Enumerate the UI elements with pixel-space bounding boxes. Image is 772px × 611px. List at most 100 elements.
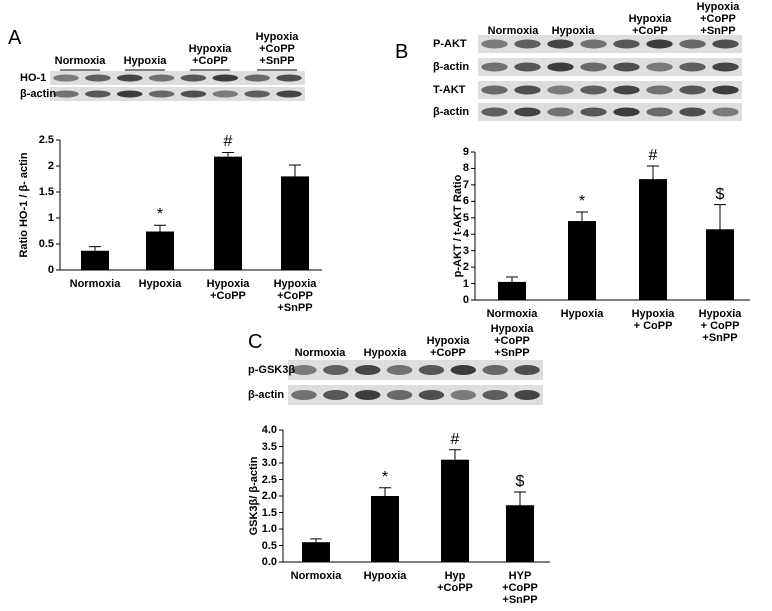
blot-band <box>712 39 739 49</box>
bar <box>568 221 596 300</box>
y-tick-label: 1 <box>47 212 54 224</box>
blot-band <box>547 107 574 117</box>
error-bar <box>647 165 659 180</box>
error-bar <box>714 204 726 230</box>
annotation: * <box>381 468 389 486</box>
bar <box>498 281 526 300</box>
blot-band <box>646 107 673 117</box>
blot-strip <box>478 81 742 99</box>
y-tick-label: 2.5 <box>38 134 54 146</box>
error-bar <box>514 491 526 506</box>
blot-band <box>180 90 207 98</box>
blot-band <box>580 107 607 117</box>
blot-band <box>116 74 143 82</box>
blot-band <box>514 365 540 375</box>
row-label: P-AKT <box>433 38 467 50</box>
blot-band <box>450 390 477 400</box>
x-tick-label: Hypoxia +CoPP +SnPP <box>273 278 317 314</box>
blot-strip <box>478 58 742 76</box>
blot-band <box>116 90 143 98</box>
blot-band <box>679 39 706 49</box>
blot-band <box>276 74 302 82</box>
bar <box>281 176 309 270</box>
blot-band <box>323 390 349 400</box>
row-label: β-actin <box>433 61 470 73</box>
y-tick-label: 7 <box>462 178 469 191</box>
blot-band <box>482 365 508 375</box>
blot-band <box>418 390 445 400</box>
blot-band <box>291 390 317 400</box>
y-tick-label: 2 <box>47 160 54 172</box>
blot-band <box>580 85 607 95</box>
x-tick-label: Hypoxia <box>560 308 604 320</box>
blot-band <box>85 74 111 82</box>
x-tick-label: Hypoxia <box>138 278 182 290</box>
blot-strip <box>50 87 305 101</box>
blot-strip <box>288 385 543 405</box>
y-tick-label: 0 <box>47 264 54 276</box>
y-tick-label: 4 <box>462 228 469 241</box>
lane-label: Hypoxia +CoPP +SnPP <box>490 323 534 359</box>
blot-band <box>514 62 541 72</box>
blot-band <box>212 74 239 82</box>
y-tick-label: 0.0 <box>261 556 277 568</box>
blot-band <box>547 39 574 49</box>
blot-band <box>418 365 445 375</box>
lane-label: Hypoxia +CoPP <box>628 13 672 37</box>
blot-band <box>580 62 607 72</box>
lane-label: Normoxia <box>54 55 106 67</box>
bar <box>146 231 174 270</box>
row-label: T-AKT <box>433 84 466 96</box>
row-label: β-actin <box>248 389 285 401</box>
annotation: # <box>450 430 460 448</box>
blot-band <box>679 107 706 117</box>
error-bar <box>310 538 322 543</box>
blot-band <box>450 365 477 375</box>
y-tick-label: 0 <box>462 294 469 306</box>
blot-band <box>514 107 541 117</box>
blot-band <box>323 365 349 375</box>
blot-band <box>547 85 574 95</box>
blot-band <box>547 62 574 72</box>
blot-band <box>613 107 640 117</box>
blot-band <box>354 365 381 375</box>
blot-band <box>53 90 79 98</box>
blot-band <box>180 74 207 82</box>
y-tick-label: 4.0 <box>261 424 277 436</box>
blot-band <box>481 39 508 49</box>
y-tick-label: 2.0 <box>261 490 277 502</box>
blot-band <box>679 85 706 95</box>
annotation: # <box>648 146 658 164</box>
bar <box>302 542 330 562</box>
blot-strip <box>478 35 742 53</box>
blot-band <box>580 39 607 49</box>
blot-band <box>244 74 270 82</box>
x-tick-label: Hypoxia + CoPP +SnPP <box>698 308 742 344</box>
bar <box>706 229 734 300</box>
y-tick-label: 2 <box>462 261 469 274</box>
blot-band <box>85 90 111 98</box>
blot-band <box>646 39 673 49</box>
row-label: p-GSK3β <box>248 364 296 376</box>
y-tick-label: 3.5 <box>261 440 277 453</box>
blot-band <box>481 62 508 72</box>
panel-letter: A <box>8 27 22 49</box>
y-axis-label: p-AKT / t-AKT Ratio <box>452 174 464 278</box>
blot-band <box>244 90 270 98</box>
annotation: $ <box>515 473 525 491</box>
row-label: β-actin <box>20 88 57 100</box>
x-tick-label: Hypoxia +CoPP <box>206 278 250 302</box>
lane-label: Hypoxia <box>551 25 595 37</box>
y-tick-label: 2.5 <box>261 473 277 486</box>
lane-label: Normoxia <box>487 25 539 37</box>
y-tick-label: 0.5 <box>261 539 277 552</box>
blot-band <box>386 390 413 400</box>
y-tick-label: 6 <box>462 195 469 208</box>
y-tick-label: 3 <box>462 244 469 257</box>
bar <box>214 156 242 270</box>
annotation: $ <box>715 185 725 203</box>
y-axis-label: GSK3β/ β-actin <box>248 456 260 536</box>
blot-band <box>148 90 175 98</box>
annotation: * <box>578 193 586 211</box>
x-tick-label: HYP +CoPP +SnPP <box>502 570 538 606</box>
